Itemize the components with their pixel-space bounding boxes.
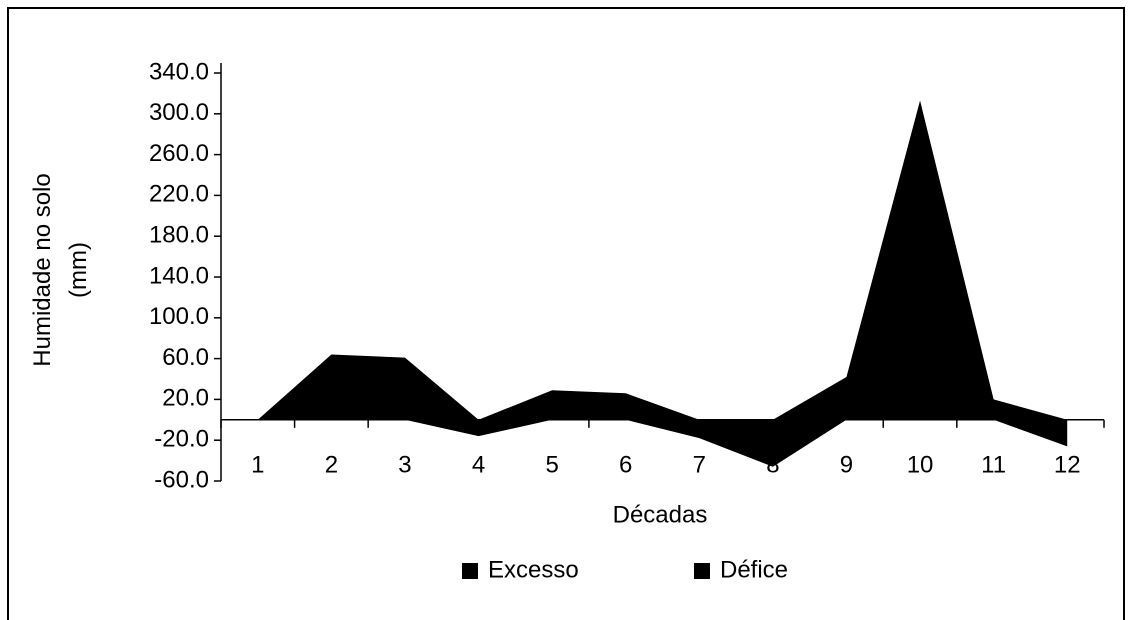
x-tick-label: 6 — [619, 451, 632, 478]
chart-frame — [7, 7, 1125, 620]
x-tick-label: 9 — [840, 451, 853, 478]
legend-swatch — [694, 563, 710, 579]
x-tick-label: 7 — [693, 451, 706, 478]
x-tick-label: 12 — [1054, 451, 1081, 478]
x-tick-label: 11 — [981, 451, 1006, 478]
legend-swatch — [462, 563, 478, 579]
y-tick-label: 180.0 — [149, 222, 209, 249]
x-tick-label: 5 — [545, 451, 558, 478]
y-tick-label: 300.0 — [149, 99, 209, 126]
y-tick-label: 220.0 — [149, 181, 209, 208]
y-tick-label: 100.0 — [149, 303, 209, 330]
y-tick-label: -20.0 — [154, 426, 209, 453]
y-tick-label: 140.0 — [149, 262, 209, 289]
x-tick-label: 8 — [766, 451, 779, 478]
x-tick-label: 10 — [907, 451, 934, 478]
legend-label: Excesso — [488, 556, 579, 583]
x-tick-label: 3 — [398, 451, 411, 478]
y-tick-label: 60.0 — [162, 344, 209, 371]
legend-label: Défice — [720, 556, 788, 583]
y-tick-label: 340.0 — [149, 58, 209, 85]
y-tick-label: 260.0 — [149, 140, 209, 167]
y-axis-title: Humidade no solo (mm) — [29, 173, 92, 366]
x-tick-label: 2 — [325, 451, 338, 478]
y-tick-label: -60.0 — [154, 466, 209, 493]
x-tick-label: 1 — [251, 451, 264, 478]
x-tick-label: 4 — [472, 451, 485, 478]
area — [257, 100, 1068, 420]
y-tick-label: 20.0 — [162, 385, 209, 412]
x-axis-title: Décadas — [613, 501, 708, 528]
area — [257, 419, 1068, 467]
